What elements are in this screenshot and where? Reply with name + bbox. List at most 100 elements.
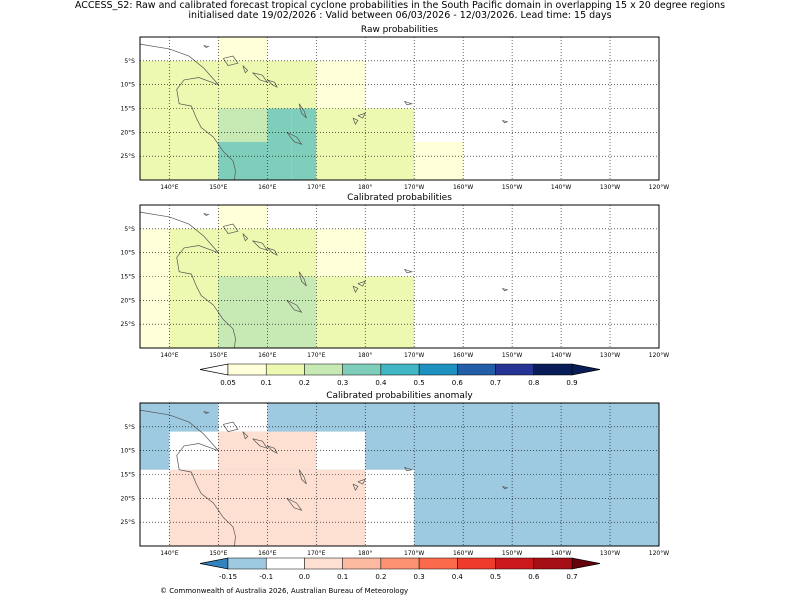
- colorbar-swatch: [533, 557, 573, 570]
- colorbar-swatch: [495, 363, 535, 376]
- coastline-island: [404, 269, 414, 274]
- coastline-island: [352, 483, 359, 491]
- colorbar-tick-label: 0.5: [414, 379, 425, 387]
- colorbar-swatch: [380, 363, 420, 376]
- coastline-island: [357, 280, 366, 287]
- probability-cell: [291, 108, 317, 180]
- x-tick-label: 170°E: [307, 352, 325, 359]
- colorbar-swatch: [495, 557, 535, 570]
- coastline-island: [267, 79, 278, 88]
- coastline-group: [139, 211, 509, 349]
- panel-title: Raw probabilities: [361, 25, 439, 35]
- colorbar-under-extension: [199, 557, 229, 570]
- probability-cell: [365, 469, 415, 546]
- x-tick-label: 140°W: [551, 352, 571, 359]
- x-tick-label: 140°E: [160, 550, 178, 557]
- x-tick-label: 180°: [358, 184, 372, 191]
- colorbar-swatch: [457, 557, 496, 570]
- y-tick-label: 25°S: [121, 519, 136, 526]
- x-tick-label: 170°E: [307, 184, 325, 191]
- coastline-island: [203, 45, 210, 48]
- y-tick-label: 10°S: [121, 250, 136, 257]
- y-tick-label: 15°S: [121, 274, 136, 281]
- probability-cell: [414, 141, 464, 180]
- probability-cell: [169, 228, 219, 348]
- probability-cell: [218, 403, 268, 432]
- x-tick-label: 120°W: [649, 550, 669, 557]
- x-tick-label: 120°W: [649, 184, 669, 191]
- probability-cell: [316, 228, 366, 277]
- coastline-island: [222, 421, 239, 432]
- colorbar-tick-label: 0.05: [220, 379, 236, 387]
- x-tick-label: 150°E: [209, 550, 227, 557]
- colorbar-tick-label: 0.1: [261, 379, 272, 387]
- x-tick-label: 150°E: [209, 352, 227, 359]
- y-tick-label: 5°S: [124, 424, 135, 431]
- probability-cell: [169, 431, 219, 470]
- coastline-island: [404, 467, 414, 472]
- y-tick-label: 20°S: [121, 297, 136, 304]
- probability-cell: [316, 60, 366, 109]
- coastline-island: [203, 213, 210, 216]
- colorbar-tick-label: 0.8: [528, 379, 539, 387]
- coastline-island: [286, 300, 303, 313]
- coastline-island: [222, 55, 239, 66]
- probability-cell: [218, 141, 268, 180]
- map-frame: [139, 204, 660, 349]
- x-tick-label: 160°E: [258, 352, 276, 359]
- probability-cell: [218, 108, 268, 142]
- coastline-island: [286, 498, 303, 511]
- y-tick-label: 25°S: [121, 321, 136, 328]
- colorbar-tick-label: 0.3: [337, 379, 348, 387]
- colorbar-swatch: [418, 557, 458, 570]
- colorbar-tick-label: 0.3: [414, 573, 425, 581]
- x-tick-label: 130°W: [600, 352, 620, 359]
- colorbar-swatch: [533, 363, 573, 376]
- colorbar-tick-label: 0.2: [299, 379, 310, 387]
- copyright-note: © Commonwealth of Australia 2026, Austra…: [160, 587, 409, 595]
- map-frame: [139, 402, 660, 547]
- colorbar-tick-label: 0.7: [566, 573, 577, 581]
- x-tick-label: 140°W: [551, 184, 571, 191]
- coastline-island: [357, 478, 366, 485]
- coastline-australia: [139, 211, 236, 349]
- probability-cell: [316, 431, 366, 470]
- probability-cell: [218, 37, 268, 61]
- panel-title: Calibrated probabilities anomaly: [326, 391, 473, 401]
- colorbar-swatch: [457, 363, 496, 376]
- x-tick-label: 170°W: [404, 184, 424, 191]
- colorbar-tick-label: 0.6: [528, 573, 540, 581]
- colorbar-swatch: [418, 363, 458, 376]
- probability-cell: [316, 276, 415, 348]
- probability-cell: [140, 60, 219, 181]
- colorbar-swatch: [342, 363, 382, 376]
- x-tick-label: 160°W: [453, 352, 473, 359]
- x-tick-label: 130°W: [600, 184, 620, 191]
- coastline-island: [203, 411, 210, 414]
- anomaly-colorbar: -0.15 -0.1 0.0 0.1 0.2 0.3 0.4 0.5 0.6 0.7: [199, 557, 601, 581]
- y-tick-label: 10°S: [121, 82, 136, 89]
- probability-cell: [316, 469, 366, 546]
- x-tick-label: 160°E: [258, 550, 276, 557]
- x-tick-label: 150°W: [502, 184, 522, 191]
- y-tick-label: 15°S: [121, 472, 136, 479]
- colorbar-swatch: [265, 557, 305, 570]
- probability-cell: [169, 469, 219, 546]
- coastline-island: [242, 65, 249, 74]
- x-tick-label: 140°E: [160, 352, 178, 359]
- x-tick-label: 150°E: [209, 184, 227, 191]
- coastline-australia: [139, 43, 236, 181]
- coastline-island: [242, 431, 249, 440]
- coastline-island: [267, 247, 278, 256]
- x-tick-label: 150°W: [502, 352, 522, 359]
- colorbar-tick-label: 0.1: [337, 573, 348, 581]
- colorbar-swatch: [227, 363, 267, 376]
- coastline-island: [286, 132, 303, 145]
- x-tick-label: 150°W: [502, 550, 522, 557]
- colorbar-tick-label: -0.1: [259, 573, 273, 581]
- colorbar-tick-label: 0.9: [566, 379, 577, 387]
- map-panel-1: 140°E 150°E 160°E 170°E 180° 170°W 160°W 150°W 1…: [121, 25, 670, 191]
- colorbar-over-extension: [571, 557, 601, 570]
- panel-title: Calibrated probabilities: [347, 193, 452, 203]
- probability-cell: [316, 108, 415, 180]
